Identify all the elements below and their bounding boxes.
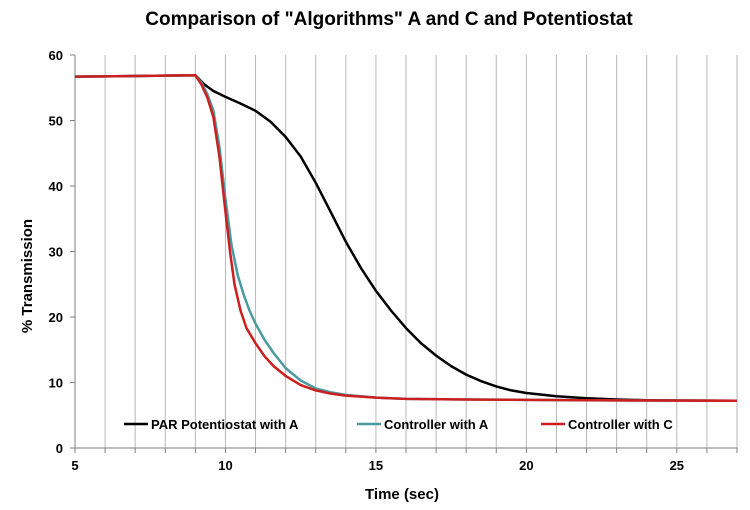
grid bbox=[104, 55, 738, 448]
x-tick-label: 25 bbox=[670, 458, 684, 473]
y-tick-label: 20 bbox=[49, 310, 63, 325]
legend-label: PAR Potentiostat with A bbox=[151, 417, 299, 432]
y-tick-label: 30 bbox=[49, 245, 63, 260]
series-line bbox=[74, 74, 738, 403]
y-axis-label: % Transmission bbox=[19, 219, 36, 333]
x-tick-label: 20 bbox=[519, 458, 533, 473]
ticks: 0 10 20 30 40 50 60 5 10 15 20 25 bbox=[49, 48, 738, 473]
legend: PAR Potentiostat with A Controller with A… bbox=[124, 417, 673, 432]
x-axis-label: Time (sec) bbox=[365, 486, 439, 503]
y-tick-label: 40 bbox=[49, 179, 63, 194]
x-tick-label: 15 bbox=[369, 458, 383, 473]
chart-title: Comparison of "Algorithms" A and C and P… bbox=[145, 9, 633, 30]
x-tick-label: 5 bbox=[71, 458, 78, 473]
legend-label: Controller with C bbox=[568, 417, 673, 432]
y-tick-label: 0 bbox=[56, 441, 63, 456]
y-tick-label: 50 bbox=[49, 114, 63, 129]
y-tick-label: 60 bbox=[49, 48, 63, 63]
series-lines bbox=[74, 74, 738, 403]
series-line bbox=[74, 74, 738, 403]
legend-label: Controller with A bbox=[384, 417, 489, 432]
x-tick-label: 10 bbox=[218, 458, 232, 473]
y-tick-label: 10 bbox=[49, 376, 63, 391]
